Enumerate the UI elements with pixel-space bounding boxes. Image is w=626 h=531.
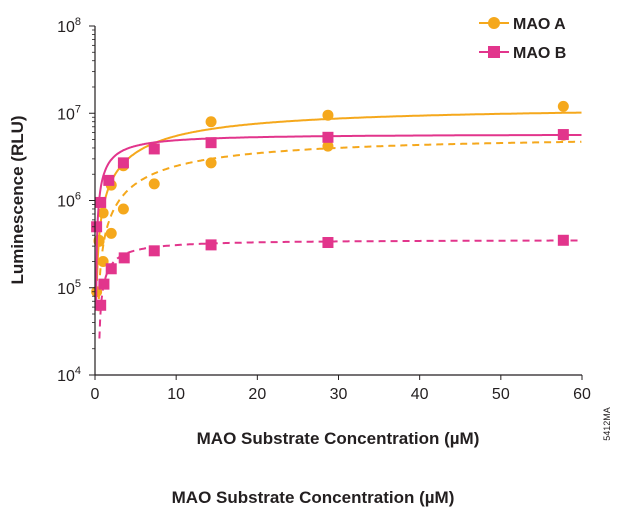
data-point (322, 131, 334, 143)
x-tick-label: 50 (492, 386, 510, 403)
data-point (148, 178, 160, 190)
data-point (322, 109, 334, 121)
data-point (95, 196, 107, 208)
data-point (105, 227, 117, 239)
data-point (557, 129, 569, 141)
y-tick-exponent: 7 (75, 103, 81, 115)
y-tick-exponent: 5 (75, 278, 81, 290)
data-point (97, 207, 109, 219)
series-curve (95, 134, 582, 306)
x-tick-label: 20 (248, 386, 266, 403)
y-tick-label: 107 (57, 103, 81, 123)
y-tick-exponent: 8 (75, 16, 81, 28)
y-tick-exponent: 6 (75, 191, 81, 203)
y-tick-label: 104 (57, 365, 81, 385)
data-point (98, 278, 110, 290)
y-tick-exponent: 4 (75, 365, 81, 377)
y-tick-base: 10 (57, 106, 75, 123)
series-curve (95, 111, 582, 281)
y-tick-base: 10 (57, 281, 75, 298)
legend-marker-circle (488, 17, 500, 29)
series-mao-a (91, 100, 582, 298)
series-curve (98, 239, 582, 339)
data-point (117, 157, 129, 169)
x-tick-label: 0 (91, 386, 100, 403)
data-point (557, 100, 569, 112)
x-tick-label: 30 (330, 386, 348, 403)
y-tick-label: 108 (57, 16, 81, 36)
data-point (557, 234, 569, 246)
data-point (91, 221, 103, 233)
series-mao-b (91, 129, 582, 306)
x-axis-title: MAO Substrate Concentration (µM) (197, 429, 480, 448)
legend: MAO A MAO B (479, 16, 566, 62)
data-point (148, 143, 160, 155)
data-point (205, 137, 217, 149)
y-tick-base: 10 (57, 19, 75, 36)
series-curve (97, 140, 582, 312)
legend-label: MAO A (513, 16, 566, 33)
y-tick-label: 106 (57, 191, 81, 211)
x-tick-label: 60 (573, 386, 591, 403)
legend-label: MAO B (513, 45, 566, 62)
data-point (322, 237, 334, 249)
x-tick-label: 40 (411, 386, 429, 403)
data-point (103, 174, 115, 186)
data-point (205, 157, 217, 169)
series-line-3 (95, 234, 582, 339)
data-point (205, 116, 217, 128)
data-point (117, 203, 129, 215)
series-line-1 (93, 129, 582, 312)
series-layer (91, 100, 582, 339)
y-tick-base: 10 (57, 194, 75, 211)
legend-marker-square (488, 46, 500, 58)
data-point (105, 263, 117, 275)
y-tick-base: 10 (57, 368, 75, 385)
y-axis-title: Luminescence (RLU) (8, 115, 27, 284)
bottom-caption: MAO Substrate Concentration (µM) (172, 488, 455, 507)
data-point (322, 140, 334, 152)
y-tick-label: 105 (57, 278, 81, 298)
axes (94, 26, 582, 376)
data-point (148, 245, 160, 257)
figure-code: 5412MA (602, 407, 612, 441)
data-point (205, 239, 217, 251)
data-point (95, 299, 107, 311)
x-tick-label: 10 (167, 386, 185, 403)
data-point (118, 252, 130, 264)
